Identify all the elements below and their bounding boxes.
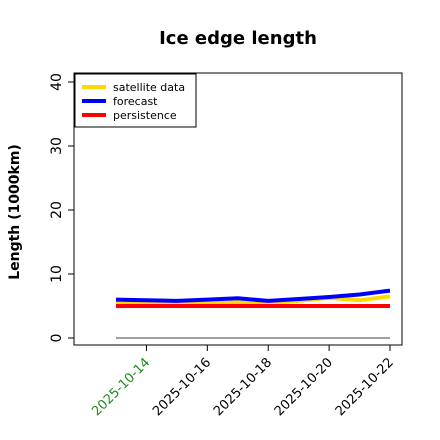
x-tick-label: 2025-10-18 <box>211 355 275 419</box>
legend-label: persistence <box>113 109 177 122</box>
x-tick-label: 2025-10-16 <box>150 355 214 419</box>
y-tick-label: 0 <box>49 334 65 343</box>
x-tick-label: 2025-10-22 <box>333 355 397 419</box>
x-ticks: 2025-10-142025-10-162025-10-182025-10-20… <box>89 345 397 419</box>
y-tick-label: 10 <box>49 265 65 283</box>
legend-label: forecast <box>113 95 158 108</box>
y-tick-label: 30 <box>49 137 65 155</box>
y-ticks: 0 10 20 30 40 <box>49 73 74 342</box>
x-tick-label: 2025-10-20 <box>272 355 336 419</box>
y-axis-label: Length (1000km) <box>7 144 23 280</box>
series-line-forecast <box>115 288 391 303</box>
series-layer <box>115 288 391 308</box>
x-tick-label: 2025-10-14 <box>89 355 153 419</box>
legend-label: satellite data <box>113 81 185 94</box>
chart-title: Ice edge length <box>159 28 317 49</box>
plot-frame <box>73 72 403 346</box>
y-tick-label: 40 <box>49 73 65 91</box>
y-tick-label: 20 <box>49 201 65 219</box>
series-line-satellite-data <box>116 294 391 306</box>
